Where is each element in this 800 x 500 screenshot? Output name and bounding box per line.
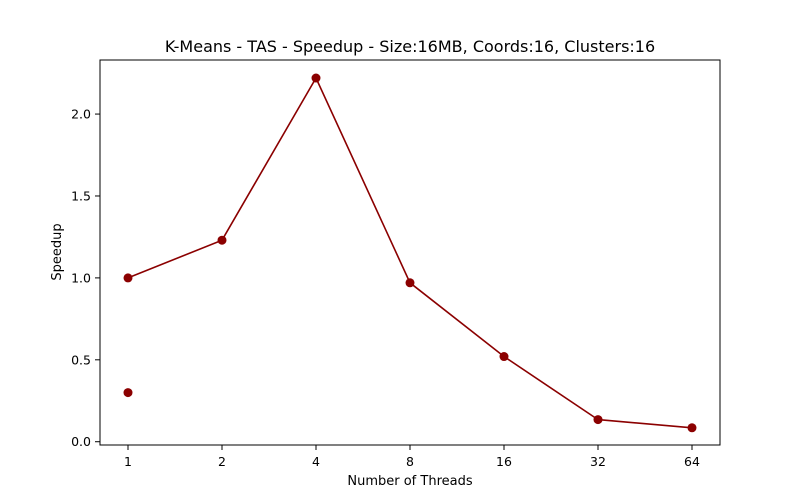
x-tick-label: 1	[124, 454, 132, 469]
extra-data-point	[123, 388, 133, 398]
data-point	[123, 273, 133, 283]
x-tick-label: 64	[684, 454, 700, 469]
data-point	[499, 352, 509, 362]
data-point	[311, 73, 321, 83]
x-tick-label: 4	[312, 454, 320, 469]
x-tick-label: 8	[406, 454, 414, 469]
data-point	[217, 235, 227, 245]
data-point	[405, 278, 415, 288]
y-tick-label: 1.5	[71, 188, 91, 203]
x-tick-label: 2	[218, 454, 226, 469]
y-tick-label: 0.0	[71, 434, 91, 449]
x-tick-label: 16	[496, 454, 512, 469]
y-tick-label: 1.0	[71, 270, 91, 285]
chart-title: K-Means - TAS - Speedup - Size:16MB, Coo…	[165, 37, 655, 56]
y-tick-label: 2.0	[71, 107, 91, 122]
y-tick-label: 0.5	[71, 352, 91, 367]
x-axis-label: Number of Threads	[347, 474, 472, 489]
data-point	[687, 423, 697, 433]
x-tick-label: 32	[590, 454, 606, 469]
data-point	[593, 415, 603, 425]
series-layer	[123, 73, 697, 433]
x-axis: 1 2 4 8 16 32 64	[124, 445, 700, 469]
y-axis-label: Speedup	[50, 223, 65, 280]
y-axis: 0.0 0.5 1.0 1.5 2.0	[71, 107, 100, 449]
